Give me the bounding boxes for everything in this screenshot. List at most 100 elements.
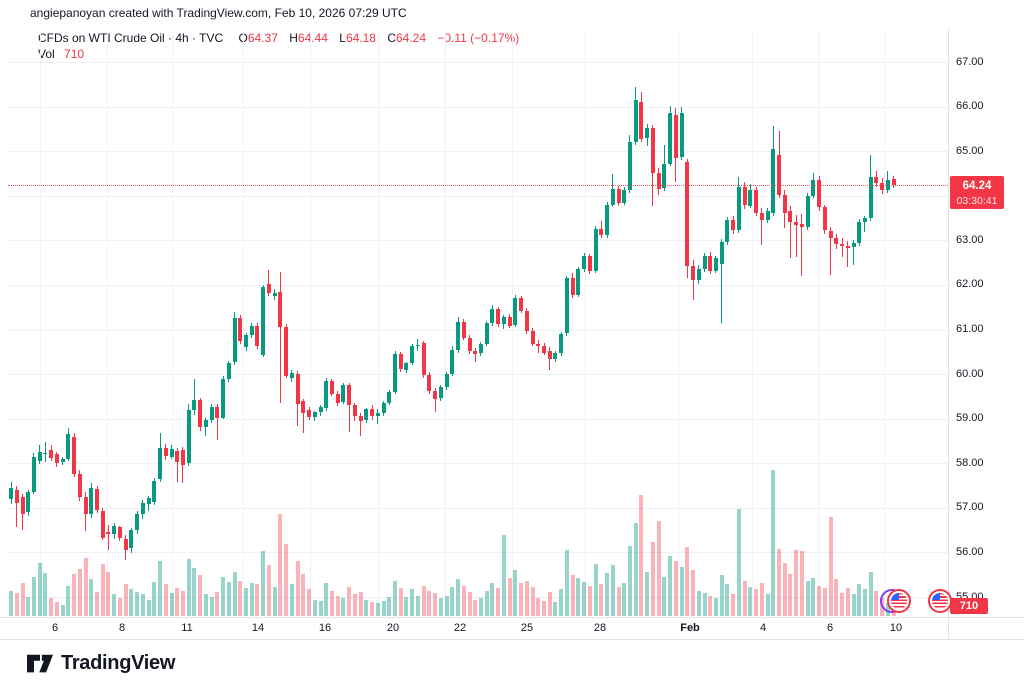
time-axis-label: Feb	[680, 622, 700, 634]
candle-body	[639, 102, 644, 139]
volume-bar	[49, 598, 54, 616]
candle-body	[616, 189, 621, 203]
candle-body	[731, 219, 736, 231]
volume-bar	[622, 583, 627, 616]
volume-bar	[777, 548, 781, 616]
candle-wick	[841, 238, 843, 257]
volume-bar	[387, 597, 392, 616]
candle-body	[691, 266, 695, 281]
volume-bar	[713, 598, 718, 616]
candle-body	[370, 408, 375, 416]
volume-bar	[335, 595, 340, 616]
candle-wick	[801, 213, 803, 276]
candle-body	[49, 449, 54, 458]
tradingview-logo-icon	[27, 654, 53, 672]
volume-bar	[822, 588, 827, 616]
volume-bar	[605, 572, 609, 616]
candle-wick	[830, 226, 831, 275]
volume-bar	[169, 593, 174, 616]
volume-bar	[404, 597, 409, 616]
volume-bar	[352, 594, 357, 616]
price-axis-label: 61.00	[956, 323, 984, 335]
symbol-legend[interactable]: CFDs on WTI Crude Oil · 4h · TVC O64.37 …	[38, 31, 519, 45]
candle-body	[542, 346, 546, 353]
candle-wick	[360, 413, 362, 436]
candle-body	[146, 498, 151, 505]
candle-wick	[434, 388, 436, 412]
volume-bar	[542, 600, 546, 616]
candle-body	[312, 412, 317, 417]
volume-bar	[129, 589, 134, 616]
volume-bar	[708, 595, 713, 616]
economic-event-us-flag-icon[interactable]	[887, 589, 911, 613]
volume-bar	[266, 565, 271, 616]
candle-body	[880, 183, 885, 191]
candle-body	[696, 268, 701, 281]
volume-bar	[163, 584, 168, 616]
volume-bar	[570, 575, 575, 616]
candle-body	[226, 362, 231, 379]
candle-body	[324, 380, 329, 408]
candle-body	[605, 204, 609, 235]
symbol-title[interactable]: CFDs on WTI Crude Oil · 4h · TVC	[38, 31, 224, 45]
candle-body	[490, 309, 495, 323]
candle-body	[771, 148, 776, 214]
candle-body	[192, 399, 197, 410]
us-flag-canton	[891, 593, 899, 600]
volume-bar	[530, 586, 535, 616]
candle-body	[37, 452, 42, 461]
volume-bar	[771, 470, 776, 616]
us-flag-stripes	[932, 593, 948, 609]
volume-bar	[398, 588, 403, 616]
volume-bar	[811, 577, 816, 616]
volume-legend[interactable]: Vol 710	[38, 47, 84, 61]
candle-body	[708, 255, 713, 271]
candle-body	[232, 318, 237, 363]
candle-wick	[474, 348, 476, 362]
candle-body	[381, 402, 386, 414]
tradingview-logo[interactable]: TradingView	[27, 652, 175, 675]
volume-bar	[536, 598, 541, 616]
volume-bar	[742, 580, 747, 616]
candle-wick	[279, 271, 281, 403]
candle-body	[513, 298, 518, 325]
volume-bar	[54, 602, 59, 616]
volume-bar	[731, 594, 736, 616]
current-price-label: 64.24 03:30:41	[950, 176, 1004, 209]
candle-body	[83, 496, 88, 515]
candle-body	[410, 346, 415, 363]
candle-body	[467, 337, 472, 351]
candle-wick	[853, 240, 854, 265]
price-axis-label: 62.00	[956, 278, 984, 291]
candle-wick	[864, 215, 866, 233]
volume-bar	[490, 583, 495, 616]
candle-body	[221, 378, 225, 418]
close-value: 64.24	[396, 31, 427, 45]
candle-body	[26, 492, 31, 513]
candle-body	[66, 434, 71, 459]
candle-body	[547, 350, 552, 359]
candle-body	[748, 190, 753, 206]
volume-bar	[393, 580, 397, 616]
time-axis-label: 6	[826, 622, 834, 634]
candle-wick	[176, 448, 178, 482]
candle-body	[450, 349, 455, 374]
v-gridline	[243, 30, 244, 617]
candle-body	[433, 391, 438, 399]
candle-body	[393, 354, 397, 392]
candle-body	[668, 113, 673, 164]
candle-wick	[377, 408, 379, 424]
volume-bar	[83, 557, 88, 616]
candle-body	[95, 489, 99, 511]
candle-body	[278, 291, 283, 328]
us-flag-stripes	[891, 593, 907, 609]
candle-wick	[721, 239, 723, 323]
economic-event-us-flag-icon[interactable]	[928, 589, 952, 613]
candle-body	[496, 309, 501, 325]
price-axis-label: 67.00	[956, 55, 984, 68]
candle-body	[507, 317, 512, 326]
candle-body	[524, 310, 529, 332]
volume-bar	[244, 588, 248, 616]
candle-body	[805, 195, 810, 227]
